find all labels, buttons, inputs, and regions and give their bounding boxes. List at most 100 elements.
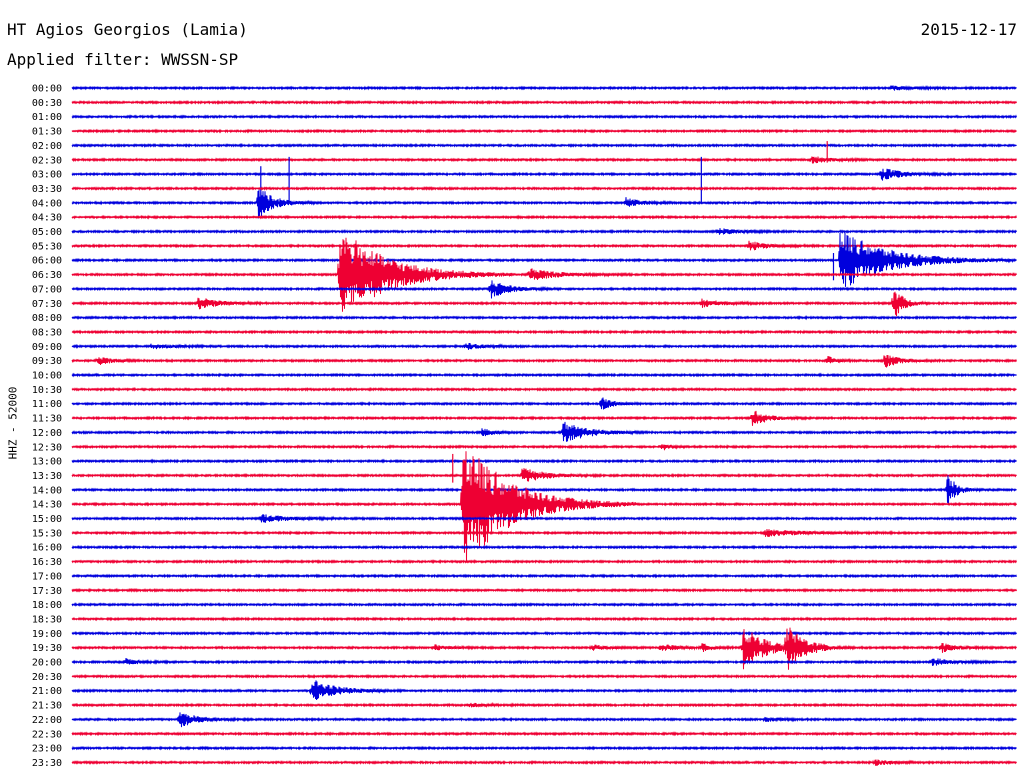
row-tick-label: 18:00 <box>32 600 62 611</box>
trace-2000 <box>71 658 1017 666</box>
trace-2130 <box>71 701 1017 709</box>
trace-1530 <box>71 529 1017 537</box>
trace-0730 <box>71 291 1017 317</box>
trace-group <box>71 84 1017 766</box>
trace-0330 <box>71 185 1017 192</box>
trace-0430 <box>71 214 1017 220</box>
tick-label-group: 00:00 00:30 01:00 01:30 02:00 02:30 03:00 03:30… <box>32 84 62 769</box>
row-tick-label: 02:30 <box>32 155 62 166</box>
row-tick-label: 06:00 <box>32 256 62 267</box>
row-tick-label: 14:30 <box>32 500 62 511</box>
trace-2030 <box>71 673 1017 679</box>
trace-1130 <box>71 410 1017 426</box>
row-tick-label: 15:00 <box>32 514 62 525</box>
trace-0930 <box>71 354 1017 368</box>
row-tick-label: 08:00 <box>32 313 62 324</box>
trace-0000 <box>71 84 1017 92</box>
trace-1500 <box>71 513 1017 523</box>
trace-1100 <box>71 397 1017 410</box>
trace-1330 <box>71 468 1017 482</box>
trace-1630 <box>71 558 1017 565</box>
row-tick-label: 02:00 <box>32 141 62 152</box>
trace-1830 <box>71 616 1017 622</box>
trace-0700 <box>71 280 1017 299</box>
row-tick-label: 16:30 <box>32 557 62 568</box>
row-tick-label: 07:00 <box>32 284 62 295</box>
row-tick-label: 01:00 <box>32 112 62 123</box>
row-tick-label: 13:00 <box>32 457 62 468</box>
trace-2200 <box>71 712 1017 728</box>
trace-0230 <box>71 156 1017 164</box>
trace-1200 <box>71 421 1017 442</box>
trace-0100 <box>71 114 1017 120</box>
trace-1700 <box>71 573 1017 579</box>
row-tick-label: 11:30 <box>32 414 62 425</box>
row-tick-label: 18:30 <box>32 614 62 625</box>
trace-1230 <box>71 443 1017 451</box>
trace-0530 <box>71 240 1017 251</box>
row-tick-label: 21:00 <box>32 686 62 697</box>
row-tick-label: 01:30 <box>32 127 62 138</box>
trace-0630 <box>71 237 1017 312</box>
trace-1930 <box>71 627 1017 670</box>
trace-0300 <box>71 168 1017 181</box>
trace-1430 <box>71 451 1017 563</box>
filter-label: Applied filter: WWSSN-SP <box>7 50 239 69</box>
row-tick-label: 19:30 <box>32 643 62 654</box>
trace-2300 <box>71 745 1017 751</box>
trace-0400 <box>71 189 1017 219</box>
row-tick-label: 00:00 <box>32 84 62 95</box>
row-tick-label: 11:00 <box>32 399 62 410</box>
row-tick-label: 12:30 <box>32 442 62 453</box>
row-tick-label: 14:00 <box>32 485 62 496</box>
row-tick-label: 20:30 <box>32 672 62 683</box>
trace-2230 <box>71 731 1017 737</box>
row-tick-label: 13:30 <box>32 471 62 482</box>
trace-1730 <box>71 587 1017 593</box>
trace-0030 <box>71 99 1017 105</box>
row-tick-label: 03:30 <box>32 184 62 195</box>
row-tick-label: 15:30 <box>32 528 62 539</box>
row-tick-label: 07:30 <box>32 299 62 310</box>
row-tick-label: 17:00 <box>32 571 62 582</box>
row-tick-label: 10:00 <box>32 371 62 382</box>
row-tick-label: 22:00 <box>32 715 62 726</box>
row-tick-label: 09:00 <box>32 342 62 353</box>
row-tick-label: 19:00 <box>32 629 62 640</box>
row-tick-label: 22:30 <box>32 729 62 740</box>
row-tick-label: 23:00 <box>32 744 62 755</box>
trace-1000 <box>71 372 1017 378</box>
row-tick-label: 10:30 <box>32 385 62 396</box>
trace-0830 <box>71 329 1017 335</box>
row-tick-label: 03:00 <box>32 170 62 181</box>
trace-1900 <box>71 630 1017 637</box>
trace-0900 <box>71 343 1017 350</box>
trace-1600 <box>71 544 1017 550</box>
row-tick-label: 16:00 <box>32 543 62 554</box>
trace-1030 <box>71 386 1017 392</box>
row-tick-label: 21:30 <box>32 701 62 712</box>
trace-1800 <box>71 601 1017 608</box>
date-label: 2015-12-17 <box>920 20 1017 39</box>
trace-2330 <box>71 759 1017 766</box>
row-tick-label: 04:00 <box>32 198 62 209</box>
row-tick-label: 06:30 <box>32 270 62 281</box>
row-tick-label: 04:30 <box>32 213 62 224</box>
row-tick-label: 20:00 <box>32 658 62 669</box>
trace-0600 <box>71 232 1017 287</box>
trace-0130 <box>71 128 1017 134</box>
row-tick-label: 05:00 <box>32 227 62 238</box>
trace-0800 <box>71 314 1017 321</box>
trace-0200 <box>71 142 1017 149</box>
station-title: HT Agios Georgios (Lamia) <box>7 20 248 39</box>
row-tick-label: 09:30 <box>32 356 62 367</box>
trace-0500 <box>71 228 1017 235</box>
trace-2100 <box>71 680 1017 701</box>
trace-1300 <box>71 458 1017 464</box>
row-tick-label: 05:30 <box>32 241 62 252</box>
row-tick-label: 23:30 <box>32 758 62 769</box>
row-tick-label: 08:30 <box>32 327 62 338</box>
row-tick-label: 00:30 <box>32 98 62 109</box>
trace-1400 <box>71 475 1017 505</box>
